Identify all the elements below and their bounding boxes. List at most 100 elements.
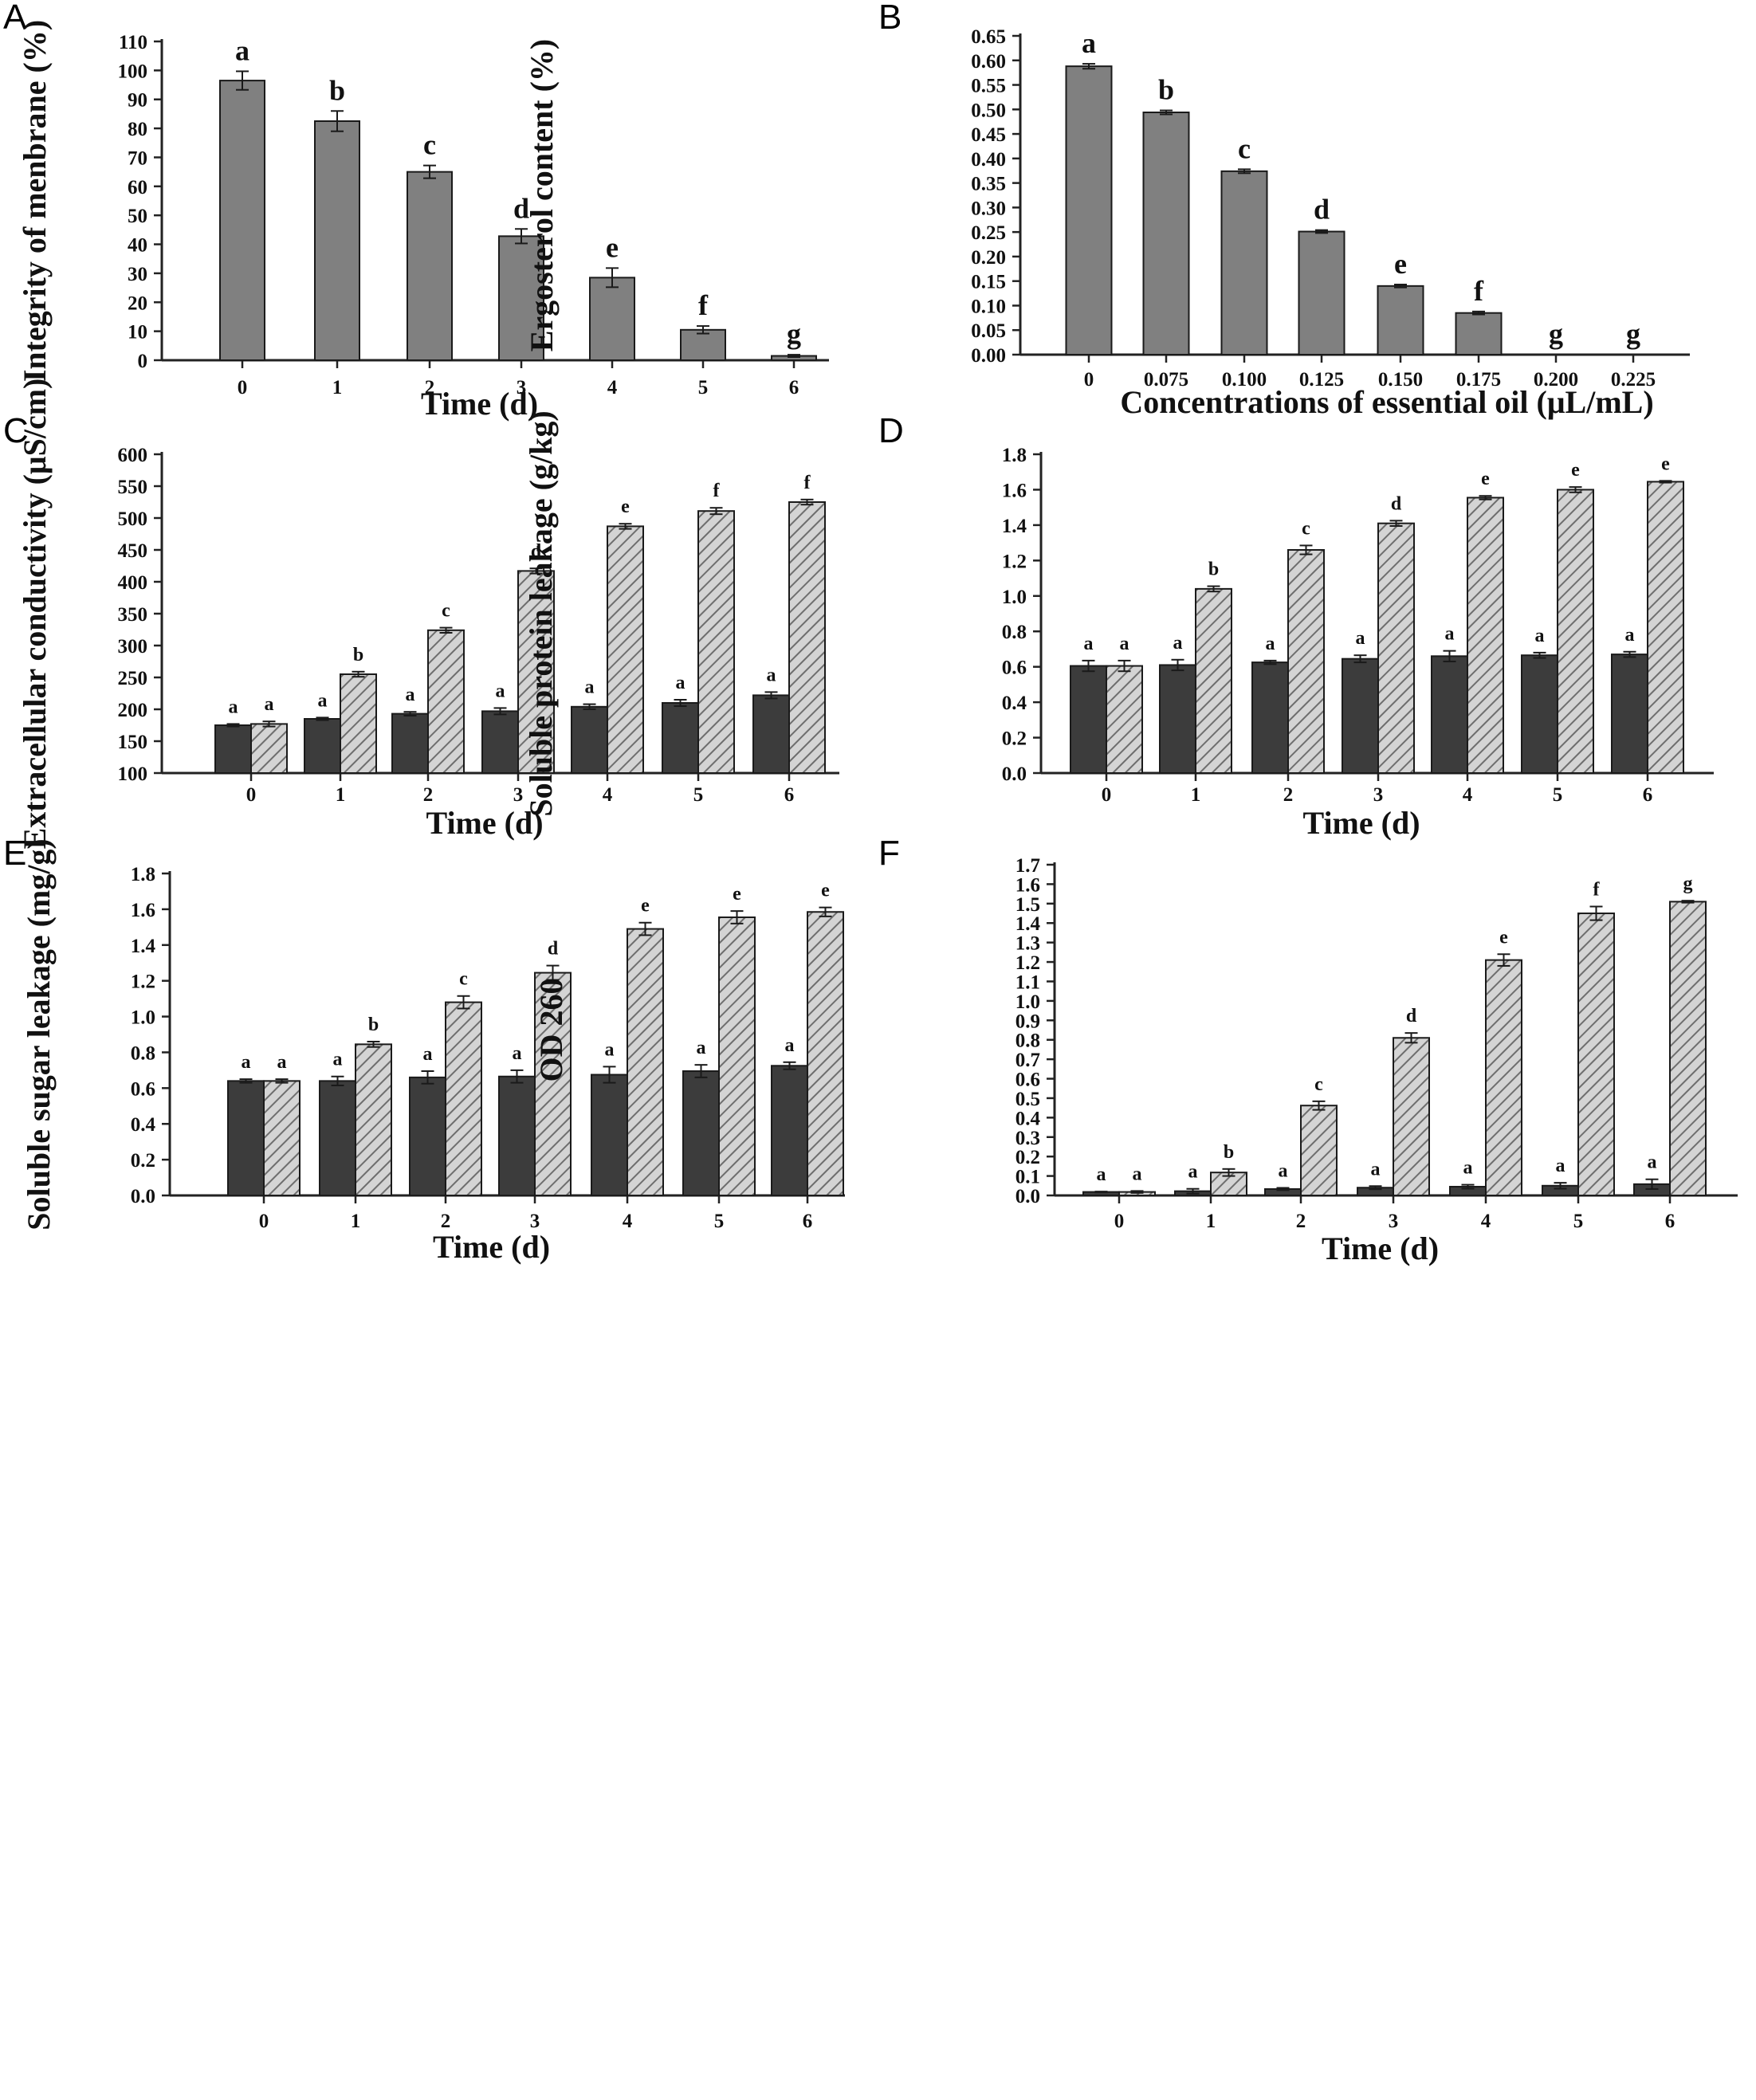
bar	[407, 171, 453, 361]
y-tick-label: 200	[118, 700, 148, 721]
significance-letter: a	[1082, 27, 1096, 59]
significance-letter: a	[423, 1044, 433, 1065]
x-tick-label: 6	[789, 377, 799, 398]
y-tick-label: 100	[118, 763, 148, 785]
y-tick-label: 0.7	[1015, 1050, 1040, 1071]
x-tick-label: 4	[623, 1211, 633, 1232]
x-tick-label: 6	[803, 1211, 813, 1232]
y-axis-title: Integrity of menbrane (%)	[17, 20, 53, 382]
bar	[718, 916, 756, 1196]
x-tick-label: 5	[714, 1211, 725, 1232]
y-axis-title: OD 260	[533, 979, 569, 1082]
bar	[1159, 664, 1196, 775]
significance-letter: a	[513, 1043, 522, 1064]
panel-label: A	[3, 0, 27, 37]
x-tick-label: 3	[513, 784, 524, 806]
bar	[314, 120, 360, 361]
y-tick-label: 1.2	[131, 971, 155, 993]
y-tick-label: 10	[128, 322, 147, 343]
bar	[1377, 522, 1415, 775]
bar	[355, 1043, 392, 1197]
significance-letter: c	[442, 601, 450, 622]
x-tick-label: 0	[238, 377, 248, 398]
y-tick-label: 0.35	[971, 174, 1006, 195]
significance-letter: e	[821, 881, 830, 901]
significance-letter: a	[265, 694, 274, 715]
x-tick-label: 2	[425, 377, 435, 398]
significance-letter: d	[548, 939, 559, 960]
x-tick-label: 0	[1084, 369, 1094, 391]
y-tick-label: 0.20	[971, 247, 1006, 269]
panel-label: F	[878, 834, 900, 873]
significance-letter: c	[1302, 518, 1310, 539]
x-tick-label: 1	[336, 784, 346, 806]
y-tick-label: 0.15	[971, 272, 1006, 293]
bar	[1521, 654, 1558, 774]
panel-d: D 0.0 0.2 0.4 0.6 0.8 1.0 1.2 1.4 1.6 1.8 0 1 2 3 4 5 6 a a…	[523, 410, 1714, 841]
y-tick-label: 0.05	[971, 320, 1006, 342]
y-tick-label: 1.3	[1015, 933, 1040, 955]
x-axis-title: Time (d)	[433, 1229, 550, 1265]
y-tick-label: 1.0	[1015, 991, 1040, 1013]
x-tick-label: 3	[530, 1211, 540, 1232]
bar	[319, 1080, 356, 1197]
bar	[1611, 654, 1648, 774]
y-tick-label: 0.4	[1015, 1108, 1041, 1129]
significance-letter: a	[1279, 1160, 1288, 1181]
y-tick-label: 250	[118, 668, 148, 689]
x-tick-label: 0.225	[1611, 369, 1656, 391]
significance-letter: e	[1499, 927, 1508, 948]
significance-letter: a	[1445, 624, 1455, 645]
significance-letter: d	[1314, 194, 1330, 226]
y-tick-label: 0.25	[971, 222, 1006, 244]
y-tick-label: 50	[128, 206, 147, 227]
bar	[1300, 1105, 1338, 1197]
x-tick-label: 2	[1296, 1211, 1306, 1232]
y-tick-label: 1.7	[1015, 855, 1040, 877]
y-tick-label: 110	[119, 32, 147, 53]
significance-letter: f	[804, 473, 811, 493]
y-tick-label: 0.0	[1002, 763, 1027, 785]
y-tick-label: 1.4	[1015, 913, 1041, 935]
bar	[697, 510, 735, 774]
significance-letter: a	[605, 1039, 615, 1060]
x-tick-label: 6	[1665, 1211, 1675, 1232]
significance-letter: c	[1314, 1074, 1323, 1095]
y-tick-label: 100	[118, 61, 148, 82]
y-tick-label: 1.4	[131, 936, 156, 957]
y-axis-title: Extracellular conductivity (μS/cm)	[17, 379, 53, 850]
y-tick-label: 0.50	[971, 100, 1006, 121]
significance-letter: a	[785, 1035, 795, 1056]
bar	[771, 1065, 808, 1197]
significance-letter: a	[1084, 634, 1094, 654]
y-tick-label: 550	[118, 477, 148, 498]
y-tick-label: 0.8	[1002, 622, 1027, 643]
bar	[340, 673, 377, 774]
bar	[1557, 489, 1594, 774]
bar	[589, 277, 635, 362]
y-tick-label: 0.6	[1015, 1070, 1040, 1091]
significance-letter: e	[1661, 453, 1670, 474]
y-tick-label: 600	[118, 445, 148, 466]
bar	[788, 501, 826, 774]
y-tick-label: 1.4	[1002, 516, 1027, 537]
bar	[1377, 285, 1424, 356]
bar	[607, 525, 644, 775]
significance-letter: a	[277, 1052, 287, 1073]
significance-letter: a	[1120, 634, 1129, 654]
x-tick-label: 2	[423, 784, 434, 806]
y-tick-label: 0.1	[1015, 1167, 1040, 1188]
significance-letter: a	[1371, 1159, 1381, 1180]
significance-letter: b	[1208, 559, 1219, 580]
bar	[1647, 481, 1684, 774]
significance-letter: d	[1406, 1006, 1417, 1026]
x-tick-label: 1	[1206, 1211, 1216, 1232]
x-tick-label: 2	[441, 1211, 451, 1232]
y-tick-label: 150	[118, 732, 148, 753]
significance-letter: e	[1571, 460, 1580, 481]
x-tick-label: 3	[1389, 1211, 1399, 1232]
significance-letter: a	[1535, 626, 1545, 646]
x-tick-label: 0	[1102, 784, 1112, 806]
